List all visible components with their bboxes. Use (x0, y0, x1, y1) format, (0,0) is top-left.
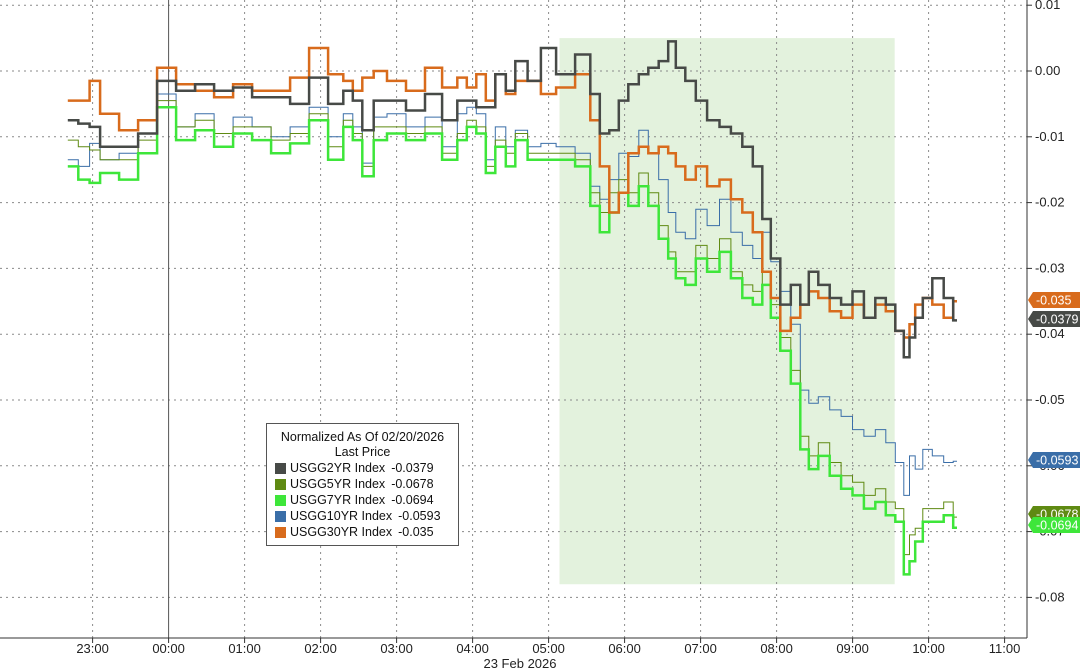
y-tick-label: -0.08 (1035, 589, 1065, 604)
x-tick-label: 02:00 (304, 641, 337, 656)
legend-series-value: -0.0379 (391, 461, 434, 475)
x-tick-label: 07:00 (684, 641, 717, 656)
legend-swatch (275, 510, 286, 522)
legend-series-name: USGG30YR Index (290, 525, 393, 539)
legend-item: USGG30YR Index -0.035 (275, 524, 458, 540)
y-tick-label: 0.01 (1035, 0, 1060, 12)
x-tick-label: 08:00 (760, 641, 793, 656)
y-tick-label: 0.00 (1035, 63, 1060, 78)
legend-swatch (275, 462, 286, 474)
legend-item: USGG7YR Index -0.0694 (275, 492, 458, 508)
last-price-label-text: -0.035 (1036, 294, 1071, 308)
last-price-label-bg (1028, 452, 1080, 468)
legend-rows: USGG2YR Index -0.0379 USGG5YR Index -0.0678… (267, 460, 458, 540)
y-tick-label: -0.03 (1035, 260, 1065, 275)
x-tick-label: 01:00 (228, 641, 261, 656)
x-tick-label: 05:00 (532, 641, 565, 656)
series-line-usgg30yr (67, 46, 957, 339)
last-price-label: -0.0379 (1028, 311, 1080, 327)
x-tick-label: 04:00 (456, 641, 489, 656)
x-tick-label: 11:00 (989, 641, 1021, 656)
legend: Normalized As Of 02/20/2026 Last Price U… (266, 423, 459, 546)
legend-series-value: -0.0694 (391, 493, 434, 507)
last-price-label-bg (1028, 311, 1080, 327)
last-price-label-bg (1028, 292, 1080, 308)
series-line-usgg7yr (67, 105, 957, 576)
last-price-label-text: -0.0593 (1036, 454, 1078, 468)
legend-series-value: -0.0593 (398, 509, 441, 523)
y-tick-label: -0.02 (1035, 195, 1065, 210)
legend-title: Normalized As Of 02/20/2026 (280, 430, 445, 444)
legend-series-name: USGG7YR Index (290, 493, 386, 507)
x-axis-label: 23 Feb 2026 (483, 656, 556, 671)
x-tick-label: 10:00 (912, 641, 945, 656)
legend-swatch (275, 494, 286, 506)
last-price-label-text: -0.0694 (1036, 519, 1078, 533)
legend-swatch (275, 526, 286, 538)
last-price-label: -0.0694 (1028, 517, 1080, 533)
legend-swatch (275, 478, 286, 490)
highlight-region (559, 38, 895, 585)
x-tick-label: 09:00 (836, 641, 869, 656)
y-tick-label: -0.05 (1035, 392, 1065, 407)
x-tick-label: 06:00 (608, 641, 641, 656)
legend-item: USGG5YR Index -0.0678 (275, 476, 458, 492)
last-price-label: -0.035 (1028, 292, 1080, 308)
legend-item: USGG2YR Index -0.0379 (275, 460, 458, 476)
legend-series-name: USGG5YR Index (290, 477, 386, 491)
x-tick-label: 03:00 (380, 641, 413, 656)
last-price-label: -0.0593 (1028, 452, 1080, 468)
series-line-usgg10yr (67, 93, 957, 496)
x-tick-label: 23:00 (76, 641, 109, 656)
y-tick-label: -0.04 (1035, 326, 1065, 341)
legend-series-value: -0.035 (398, 525, 434, 539)
x-tick-label: 00:00 (152, 641, 185, 656)
series-line-usgg2yr (67, 40, 957, 359)
last-price-label-text: -0.0379 (1036, 313, 1078, 327)
legend-series-name: USGG10YR Index (290, 509, 393, 523)
legend-series-value: -0.0678 (391, 477, 434, 491)
last-price-label-bg (1028, 517, 1080, 533)
y-tick-label: -0.01 (1035, 129, 1065, 144)
legend-series-name: USGG2YR Index (290, 461, 386, 475)
legend-item: USGG10YR Index -0.0593 (275, 508, 458, 524)
legend-subtitle: Last Price (334, 445, 391, 459)
